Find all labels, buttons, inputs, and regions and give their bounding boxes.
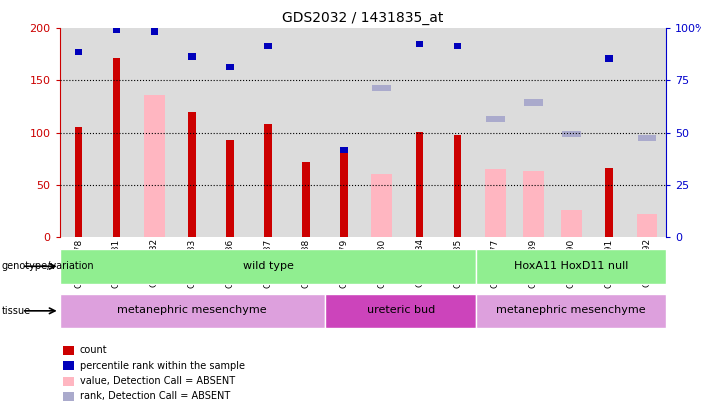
Bar [97, 28, 135, 237]
Bar [340, 147, 348, 153]
Bar [113, 58, 121, 237]
Bar [523, 171, 544, 237]
Bar [372, 175, 392, 237]
Bar [325, 294, 477, 328]
Bar [287, 28, 325, 237]
Bar [401, 28, 439, 237]
Bar [562, 130, 580, 137]
Bar [75, 128, 82, 237]
Bar [226, 64, 234, 70]
Bar [552, 28, 590, 237]
Bar [605, 55, 613, 62]
Text: metanephric mesenchyme: metanephric mesenchyme [496, 305, 646, 315]
Bar [60, 249, 477, 284]
Bar [486, 116, 505, 122]
Bar [485, 169, 506, 237]
Bar [515, 28, 552, 237]
Bar [144, 95, 165, 237]
Bar [590, 28, 628, 237]
Bar [75, 49, 82, 55]
Bar [113, 26, 121, 32]
Bar [264, 43, 272, 49]
Bar [211, 28, 249, 237]
Text: genotype/variation: genotype/variation [1, 262, 94, 271]
Bar [454, 135, 461, 237]
Bar [135, 28, 173, 237]
Bar [372, 85, 391, 91]
Bar [637, 214, 658, 237]
Bar [561, 210, 582, 237]
Bar [189, 53, 196, 60]
Text: value, Detection Call = ABSENT: value, Detection Call = ABSENT [80, 376, 235, 386]
Bar [363, 28, 401, 237]
Text: percentile rank within the sample: percentile rank within the sample [80, 361, 245, 371]
Bar [249, 28, 287, 237]
Bar [477, 249, 666, 284]
Bar [151, 28, 158, 34]
Bar [173, 28, 211, 237]
Bar [226, 140, 234, 237]
Bar [264, 124, 272, 237]
Text: count: count [80, 345, 107, 355]
Bar [60, 28, 97, 237]
Bar [605, 168, 613, 237]
Text: HoxA11 HoxD11 null: HoxA11 HoxD11 null [514, 260, 628, 271]
Bar [340, 153, 348, 237]
Bar [325, 28, 363, 237]
Bar [524, 99, 543, 106]
Bar [60, 294, 325, 328]
Bar [477, 28, 515, 237]
Bar [628, 28, 666, 237]
Bar [416, 41, 423, 47]
Title: GDS2032 / 1431835_at: GDS2032 / 1431835_at [282, 11, 444, 25]
Bar [439, 28, 477, 237]
Text: ureteric bud: ureteric bud [367, 305, 435, 315]
Bar [189, 112, 196, 237]
Bar [454, 43, 461, 49]
Text: rank, Detection Call = ABSENT: rank, Detection Call = ABSENT [80, 392, 230, 401]
Bar [302, 162, 310, 237]
Text: metanephric mesenchyme: metanephric mesenchyme [117, 305, 267, 315]
Bar [416, 132, 423, 237]
Text: tissue: tissue [1, 306, 31, 316]
Text: wild type: wild type [243, 260, 294, 271]
Bar [477, 294, 666, 328]
Bar [637, 135, 656, 141]
